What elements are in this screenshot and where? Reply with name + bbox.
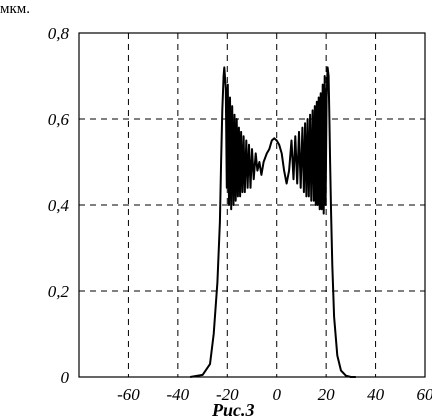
y-axis-ticks: 0 0,2 0,4 0,6 0,8: [48, 24, 70, 387]
y-tick-label: 0,6: [48, 110, 70, 129]
y-tick-label: 0,8: [48, 24, 70, 43]
y-tick-label: 0,4: [48, 196, 70, 215]
x-tick-label: 60: [417, 385, 432, 404]
x-axis-ticks: -60 -40 -20 0 20 40 60: [117, 385, 432, 404]
y-tick-label: 0: [61, 368, 70, 387]
y-tick-label: 0,2: [48, 282, 70, 301]
plot-frame: [78, 32, 426, 378]
x-tick-label: 20: [318, 385, 336, 404]
x-tick-label: -60: [117, 385, 140, 404]
figure-caption: Рис.3: [211, 400, 255, 420]
grid: [79, 33, 425, 377]
x-tick-label: -40: [167, 385, 190, 404]
data-line: [190, 66, 356, 378]
top-text: мкм.: [0, 1, 30, 17]
x-tick-label: 40: [367, 385, 385, 404]
x-tick-label: 0: [272, 385, 281, 404]
x-tick-label: -20: [216, 385, 239, 404]
